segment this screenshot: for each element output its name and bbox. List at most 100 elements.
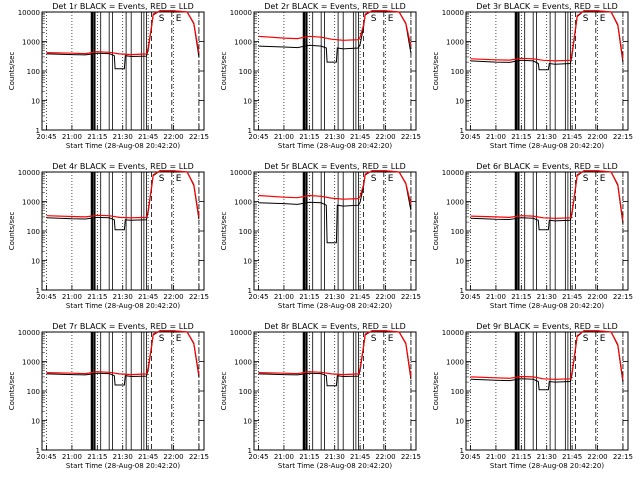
x-axis-label: Start Time (28-Aug-08 20:42:20) [66, 142, 180, 150]
x-tick-label: 20:45 [36, 453, 56, 461]
y-tick-label: 10000 [442, 169, 464, 177]
x-tick-label: 20:45 [36, 133, 56, 141]
chart-title: Det 8r BLACK = Events, RED = LLD [264, 322, 406, 331]
x-tick-label: 21:30 [113, 293, 133, 301]
chart-title: Det 1r BLACK = Events, RED = LLD [52, 2, 194, 11]
y-tick-label: 10000 [18, 329, 40, 337]
x-tick-label: 21:45 [138, 133, 158, 141]
chart-panel: Det 3r BLACK = Events, RED = LLD S E 1 10 100… [432, 2, 633, 150]
plot-frame [253, 171, 417, 291]
series-line-lld [46, 330, 200, 376]
marker-label-s: S [159, 334, 165, 344]
y-tick-label: 10000 [230, 329, 252, 337]
y-axis-label: Counts/sec [8, 212, 16, 251]
chart-title: Det 4r BLACK = Events, RED = LLD [52, 162, 194, 171]
y-tick-label: 10000 [442, 9, 464, 17]
y-tick-label: 10 [31, 418, 40, 426]
x-tick-label: 22:15 [401, 293, 421, 301]
y-tick-label: 100 [27, 228, 40, 236]
chart-panel: Det 4r BLACK = Events, RED = LLD S E 1 10 100… [8, 162, 209, 310]
y-axis-label: Counts/sec [432, 372, 440, 411]
y-tick-label: 100 [27, 68, 40, 76]
x-axis-label: Start Time (28-Aug-08 20:42:20) [490, 142, 604, 150]
x-axis-label: Start Time (28-Aug-08 20:42:20) [278, 462, 392, 470]
y-tick-label: 1000 [234, 199, 252, 207]
y-axis-label: Counts/sec [432, 52, 440, 91]
marker-label-s: S [583, 174, 589, 184]
x-tick-label: 22:15 [401, 453, 421, 461]
y-tick-label: 1000 [22, 199, 40, 207]
x-tick-label: 20:45 [460, 293, 480, 301]
x-tick-label: 21:30 [537, 133, 557, 141]
x-axis-label: Start Time (28-Aug-08 20:42:20) [66, 302, 180, 310]
y-axis-label: Counts/sec [220, 372, 228, 411]
x-tick-label: 20:45 [460, 133, 480, 141]
chart-panel: Det 1r BLACK = Events, RED = LLD S E 1 10 100… [8, 2, 209, 150]
y-tick-label: 10 [31, 98, 40, 106]
marker-label-s: S [159, 14, 165, 24]
x-tick-label: 22:00 [587, 453, 607, 461]
y-tick-label: 10 [31, 258, 40, 266]
x-axis-label: Start Time (28-Aug-08 20:42:20) [278, 302, 392, 310]
marker-label-e: E [600, 334, 606, 344]
y-tick-label: 10 [243, 98, 252, 106]
y-tick-label: 1 [36, 447, 40, 455]
x-tick-label: 21:00 [274, 453, 294, 461]
y-tick-label: 100 [451, 388, 464, 396]
x-tick-label: 21:45 [350, 453, 370, 461]
marker-label-e: E [176, 334, 182, 344]
chart-title: Det 6r BLACK = Events, RED = LLD [476, 162, 618, 171]
x-tick-label: 20:45 [460, 453, 480, 461]
plot-frame [41, 331, 205, 451]
y-tick-label: 10 [243, 258, 252, 266]
plot-frame [41, 171, 205, 291]
series-line-lld [470, 10, 624, 62]
y-tick-label: 100 [239, 228, 252, 236]
y-tick-label: 1000 [234, 359, 252, 367]
y-axis-label: Counts/sec [432, 212, 440, 251]
series-line-lld [470, 170, 624, 221]
chart-title: Det 7r BLACK = Events, RED = LLD [52, 322, 194, 331]
marker-label-s: S [583, 334, 589, 344]
y-tick-label: 1 [460, 447, 464, 455]
x-tick-label: 22:00 [375, 133, 395, 141]
x-tick-label: 22:15 [613, 133, 633, 141]
x-tick-label: 22:15 [613, 293, 633, 301]
series-line-lld [258, 330, 412, 377]
x-tick-label: 21:30 [537, 453, 557, 461]
y-tick-label: 1000 [446, 199, 464, 207]
y-tick-label: 1000 [234, 39, 252, 47]
x-tick-label: 22:15 [189, 293, 209, 301]
x-tick-label: 21:15 [87, 453, 107, 461]
series-line-lld [258, 170, 412, 205]
x-tick-label: 21:00 [486, 133, 506, 141]
x-tick-label: 20:45 [36, 293, 56, 301]
x-tick-label: 21:00 [486, 293, 506, 301]
x-tick-label: 21:45 [562, 133, 582, 141]
series-line-lld [46, 170, 200, 219]
plot-frame [465, 171, 629, 291]
x-tick-label: 22:00 [163, 133, 183, 141]
y-tick-label: 1 [248, 287, 252, 295]
x-tick-label: 20:45 [248, 293, 268, 301]
marker-label-e: E [388, 334, 394, 344]
x-tick-label: 22:00 [163, 453, 183, 461]
marker-label-s: S [371, 14, 377, 24]
x-tick-label: 21:15 [511, 453, 531, 461]
x-tick-label: 22:15 [613, 453, 633, 461]
y-tick-label: 1 [36, 127, 40, 135]
y-tick-label: 10000 [18, 9, 40, 17]
x-tick-label: 21:45 [562, 453, 582, 461]
x-tick-label: 21:15 [299, 293, 319, 301]
x-tick-label: 22:15 [189, 133, 209, 141]
x-tick-label: 22:00 [375, 293, 395, 301]
y-tick-label: 10 [243, 418, 252, 426]
x-tick-label: 20:45 [248, 133, 268, 141]
y-tick-label: 1000 [446, 359, 464, 367]
x-tick-label: 21:45 [138, 293, 158, 301]
marker-label-e: E [388, 174, 394, 184]
y-tick-label: 1 [248, 447, 252, 455]
x-tick-label: 21:15 [511, 293, 531, 301]
chart-panel: Det 8r BLACK = Events, RED = LLD S E 1 10 100… [220, 322, 421, 470]
